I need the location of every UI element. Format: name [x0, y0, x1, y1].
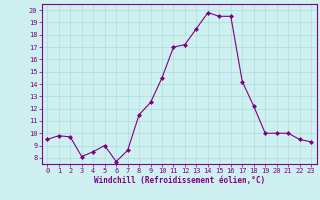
X-axis label: Windchill (Refroidissement éolien,°C): Windchill (Refroidissement éolien,°C): [94, 176, 265, 185]
